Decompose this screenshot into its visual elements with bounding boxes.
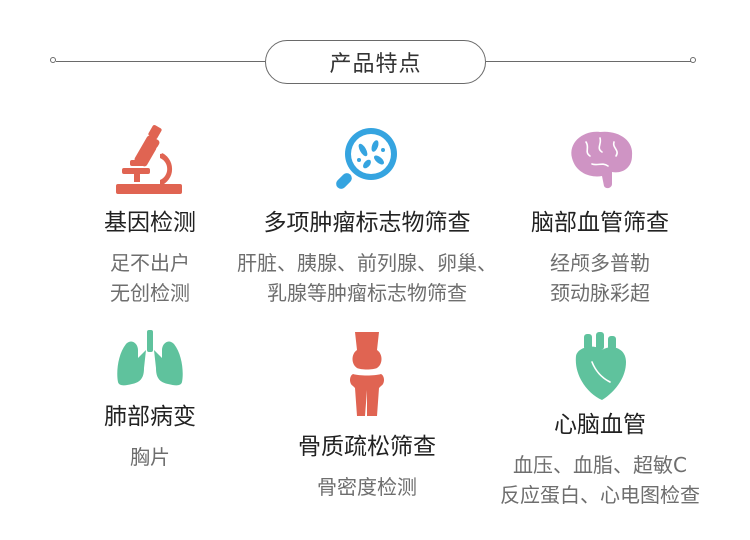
feature-desc-line: 无创检测 (110, 281, 190, 305)
microscope-icon (116, 125, 182, 194)
feature-desc-line: 经颅多普勒 (550, 251, 650, 275)
feature-desc-line: 足不出户 (110, 251, 190, 275)
feature-desc-line: 乳腺等肿瘤标志物筛查 (267, 281, 467, 305)
brain-icon (571, 131, 633, 189)
feature-gene-testing: 基因检测 足不出户 无创检测 (80, 122, 220, 308)
feature-tumor-markers: 多项肿瘤标志物筛查 肝脏、胰腺、前列腺、卵巢、 乳腺等肿瘤标志物筛查 (222, 122, 512, 308)
section-title: 产品特点 (265, 40, 486, 84)
knee-joint-icon (350, 332, 384, 416)
feature-bone-density: 骨质疏松筛查 骨密度检测 (272, 330, 462, 502)
feature-cardio-cerebrovascular: 心脑血管 血压、血脂、超敏C 反应蛋白、心电图检查 (470, 332, 730, 510)
feature-title: 心脑血管 (554, 412, 646, 438)
feature-desc-line: 胸片 (130, 445, 170, 469)
header-dot-right (690, 57, 696, 63)
feature-desc-line: 血压、血脂、超敏C (513, 453, 687, 477)
lungs-icon (117, 330, 183, 386)
header-divider-left (56, 61, 265, 62)
feature-desc-line: 颈动脉彩超 (550, 281, 650, 305)
feature-lung-lesions: 肺部病变 胸片 (80, 328, 220, 472)
header-divider-right (486, 61, 694, 62)
feature-title: 脑部血管筛查 (531, 210, 669, 236)
feature-desc-line: 骨密度检测 (317, 475, 417, 499)
feature-title: 骨质疏松筛查 (298, 434, 436, 460)
section-title-text: 产品特点 (329, 52, 422, 77)
feature-desc-line: 反应蛋白、心电图检查 (500, 483, 700, 507)
header-dot-left (50, 57, 56, 63)
bacteria-magnifier-icon (336, 128, 397, 189)
feature-title: 肺部病变 (104, 404, 196, 430)
feature-brain-vascular: 脑部血管筛查 经颅多普勒 颈动脉彩超 (510, 122, 690, 308)
feature-title: 基因检测 (104, 210, 196, 236)
feature-title: 多项肿瘤标志物筛查 (263, 210, 471, 236)
feature-desc-line: 肝脏、胰腺、前列腺、卵巢、 (237, 251, 497, 275)
heart-icon (575, 332, 626, 400)
